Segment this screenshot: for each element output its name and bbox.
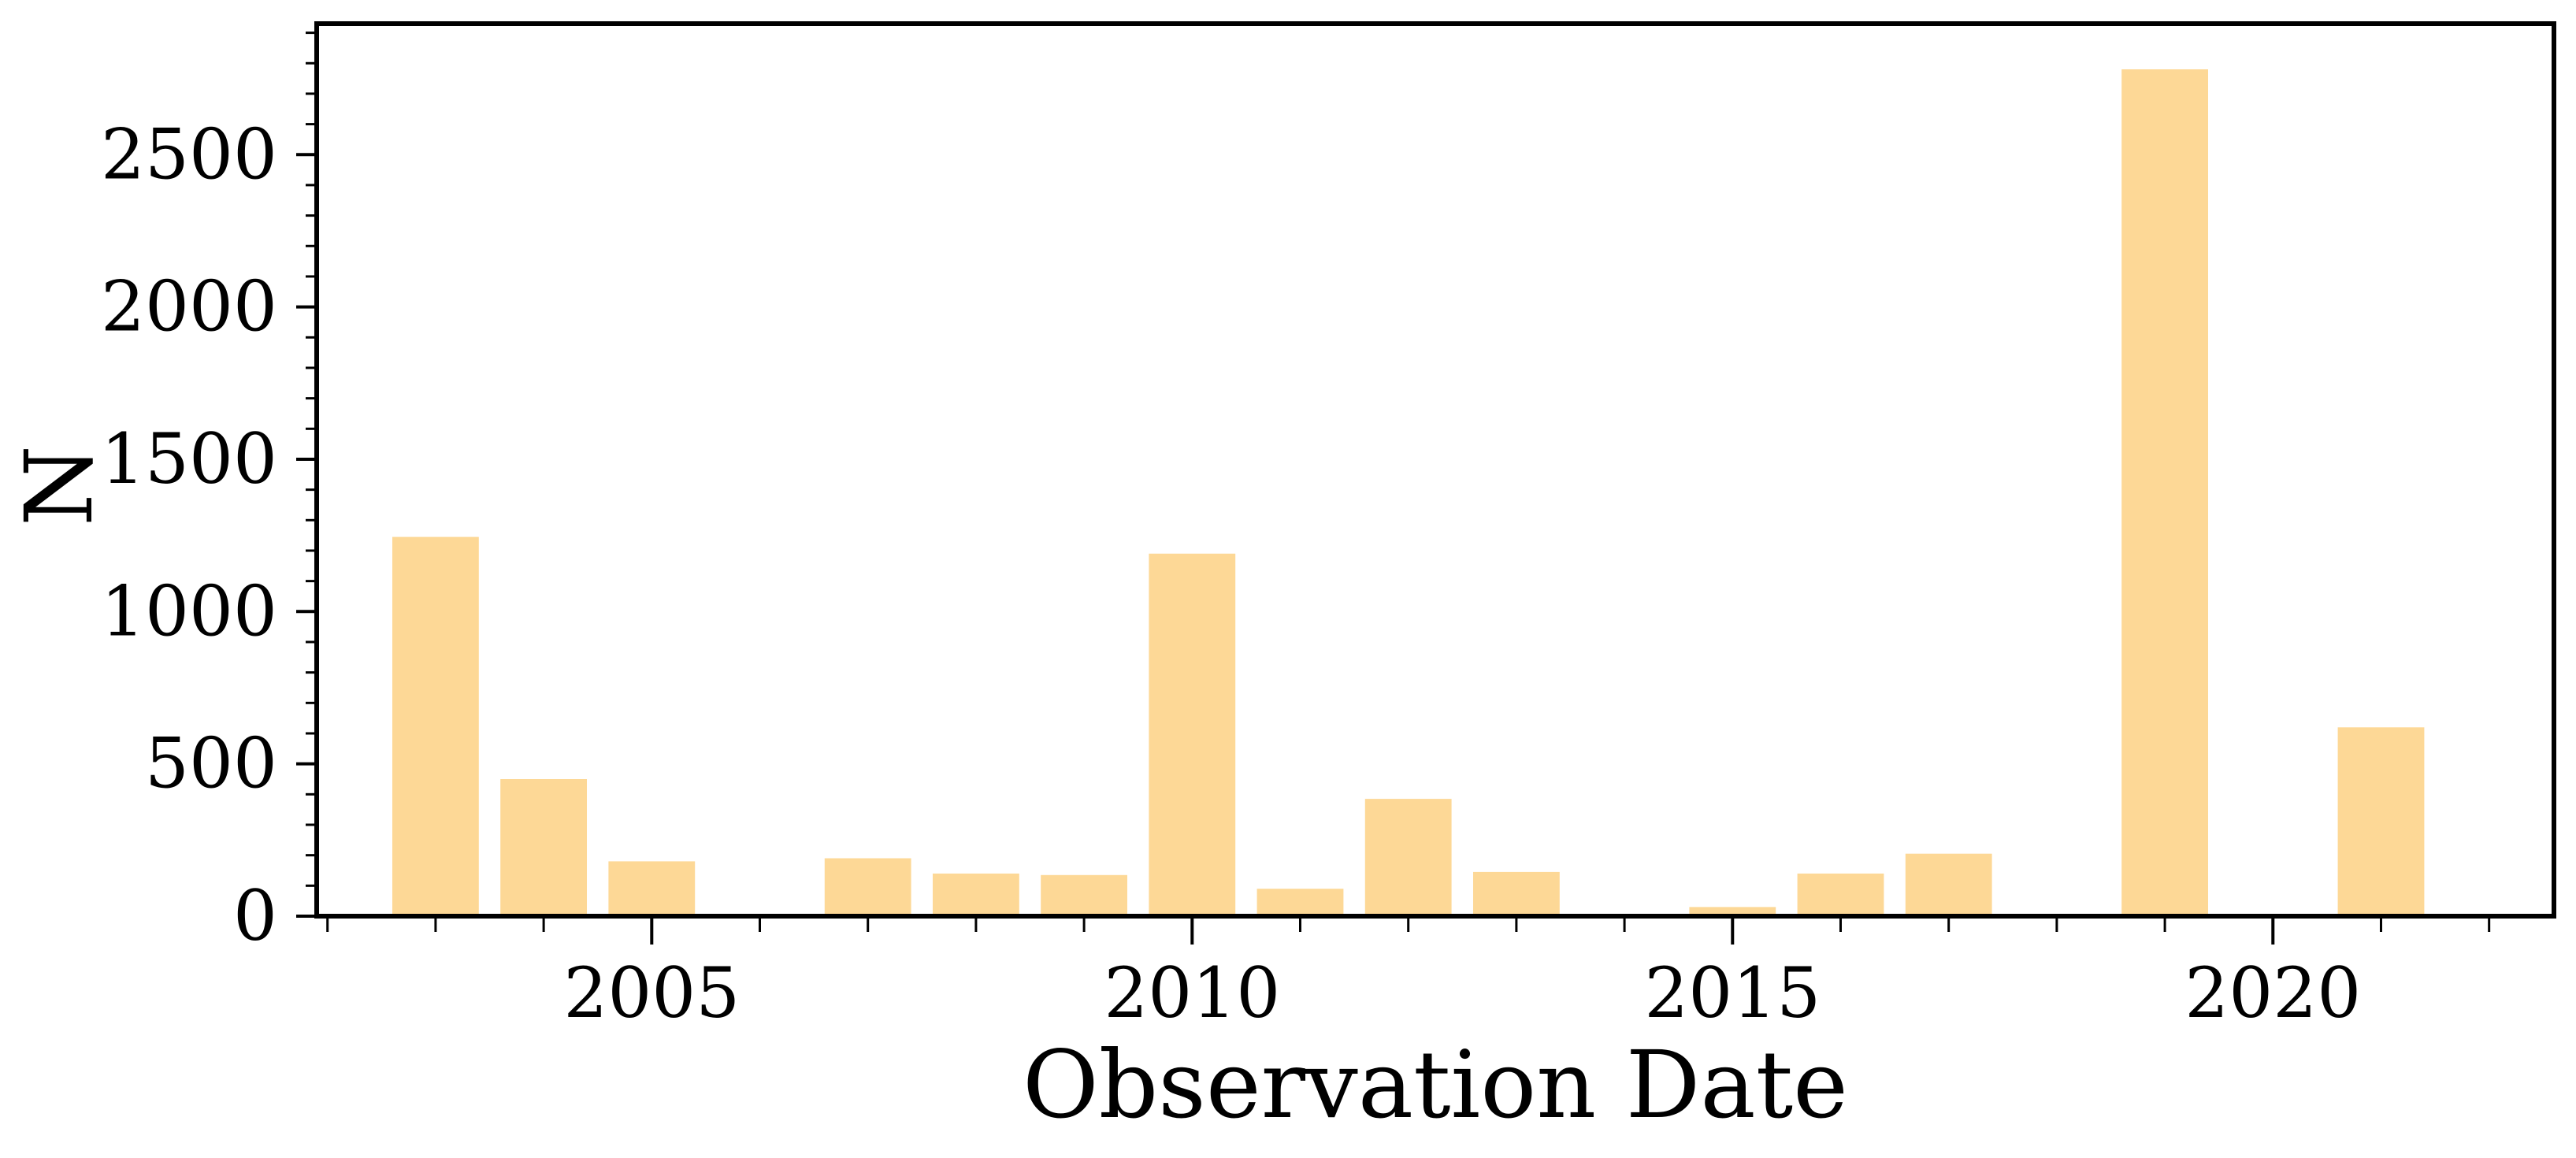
plot-frame (314, 21, 2556, 919)
y-tick-label: 0 (233, 875, 277, 956)
x-axis-label: Observation Date (1023, 1030, 1848, 1139)
bar-2008 (933, 873, 1019, 916)
bar-2016 (1797, 873, 1884, 916)
y-tick-label: 2000 (101, 266, 277, 347)
x-tick-label: 2020 (2184, 952, 2361, 1034)
bar-2012 (1364, 799, 1452, 916)
x-tick-label: 2010 (1104, 952, 1280, 1034)
bar-2009 (1041, 874, 1127, 916)
y-tick-label: 1500 (101, 418, 277, 499)
bar-2005 (608, 861, 696, 916)
bar-2007 (824, 858, 911, 916)
bar-2015 (1689, 907, 1776, 916)
bar-2011 (1256, 889, 1344, 916)
bar-2017 (1905, 853, 1992, 916)
bars-layer (392, 69, 2425, 916)
bar-2010 (1149, 553, 1236, 916)
bar-2004 (500, 779, 587, 916)
y-tick-label: 2500 (101, 113, 277, 195)
y-tick-label: 1000 (101, 570, 277, 651)
y-axis-ticks: 0 500 1000 1500 2000 2500 (101, 32, 317, 956)
bar-2003 (392, 536, 479, 916)
y-axis-label: N (5, 445, 113, 526)
bar-2013 (1473, 871, 1560, 916)
x-tick-label: 2015 (1644, 952, 1821, 1034)
y-tick-label: 500 (145, 723, 277, 804)
x-tick-label: 2005 (563, 952, 740, 1034)
bar-2021 (2337, 727, 2425, 916)
bar-2019 (2121, 69, 2208, 916)
x-axis-ticks: 2005 2010 2015 2020 (326, 916, 2491, 1034)
